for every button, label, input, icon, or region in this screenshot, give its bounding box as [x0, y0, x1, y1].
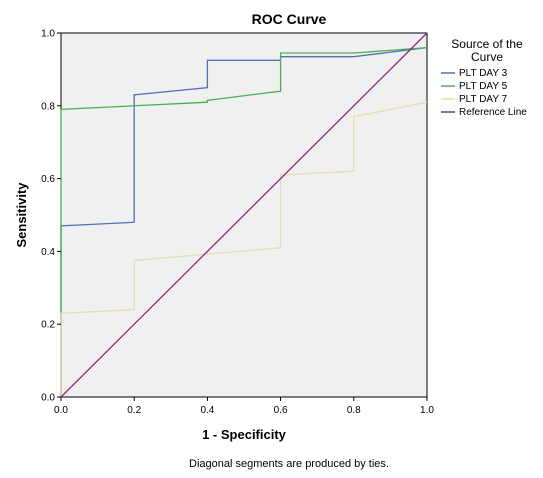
series-line-plt-day-7	[60, 101, 428, 397]
footnote: Diagonal segments are produced by ties.	[189, 458, 389, 470]
x-tick-label: 1.0	[420, 405, 434, 416]
legend-label: PLT DAY 5	[459, 81, 508, 92]
legend-title-line-1: Source of the	[451, 37, 523, 51]
series-line-reference-line	[60, 32, 428, 398]
y-axis-title: Sensitivity	[14, 182, 29, 248]
y-tick-label: 0.2	[41, 320, 55, 331]
x-tick-label: 0.8	[347, 405, 361, 416]
y-tick-label: 0.4	[41, 247, 55, 258]
y-tick-label: 0.0	[41, 393, 55, 404]
x-tick-label: 0.0	[54, 405, 68, 416]
y-tick-label: 0.6	[41, 174, 55, 185]
y-axis: 0.0 0.2 0.4 0.6 0.8 1.0	[41, 29, 61, 404]
series-layer	[60, 32, 428, 398]
x-axis-title: 1 - Specificity	[202, 427, 287, 442]
legend-label: PLT DAY 3	[459, 68, 508, 79]
chart-title: ROC Curve	[252, 11, 327, 27]
series-line-plt-day-5	[60, 46, 428, 397]
x-tick-label: 0.4	[200, 405, 214, 416]
legend-title-line-2: Curve	[471, 50, 503, 64]
series-line-plt-day-3	[60, 46, 428, 397]
y-tick-label: 0.8	[41, 101, 55, 112]
legend-label: Reference Line	[459, 107, 527, 118]
legend-items: PLT DAY 3 PLT DAY 5 PLT DAY 7 Reference Lin…	[441, 68, 527, 118]
y-tick-label: 1.0	[41, 29, 55, 40]
x-tick-label: 0.2	[127, 405, 141, 416]
legend-label: PLT DAY 7	[459, 94, 508, 105]
x-axis: 0.0 0.2 0.4 0.6 0.8 1.0	[54, 397, 434, 416]
x-tick-label: 0.6	[274, 405, 288, 416]
